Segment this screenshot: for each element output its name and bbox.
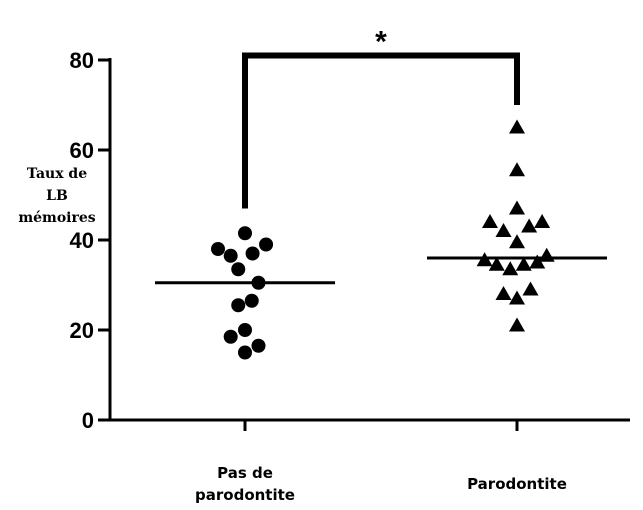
y-tick-label: 60 (70, 138, 94, 163)
mean-lines (155, 256, 607, 285)
data-point-triangle (515, 256, 532, 271)
y-tick-label: 40 (70, 228, 94, 253)
data-point-circle (231, 298, 246, 313)
y-axis-label: Taux de LB mémoires (18, 166, 95, 226)
significance-label: * (375, 26, 387, 59)
data-point-circle (223, 248, 238, 263)
data-point-circle (238, 345, 252, 360)
data-point-triangle (509, 200, 525, 215)
y-tick-label: 80 (70, 48, 94, 73)
data-point-triangle (509, 162, 525, 177)
data-point-circle (251, 338, 266, 353)
x-category-label: Pas de (217, 464, 273, 482)
data-point-triangle (495, 223, 512, 237)
data-point-circle (211, 242, 225, 256)
data-point-triangle (482, 214, 498, 228)
axes (108, 58, 630, 422)
data-point-circle (238, 323, 252, 337)
x-category-label: Parodontite (467, 475, 567, 493)
x-category-labels: Pas de parodontite Parodontite (195, 420, 567, 504)
significance-bracket-line (242, 52, 520, 209)
data-point-triangle (534, 214, 551, 228)
significance-bracket: * (242, 26, 520, 209)
data-point-triangle (509, 234, 525, 249)
data-point-triangle (509, 119, 525, 134)
data-point-triangle (522, 281, 539, 296)
data-point-triangle (521, 218, 538, 233)
y-axis-label-line: mémoires (18, 210, 95, 226)
data-point-triangle (529, 254, 546, 269)
data-point-circle (231, 262, 246, 277)
x-category-label: parodontite (195, 486, 295, 504)
data-point-triangle (502, 261, 519, 276)
data-point-circle (238, 226, 252, 241)
data-point-triangle (488, 256, 505, 271)
data-point-circle (223, 329, 238, 344)
data-point-triangle (509, 317, 525, 332)
y-tick-label: 20 (70, 318, 94, 343)
y-axis-label-line: LB (46, 188, 68, 204)
y-axis-label-line: Taux de (27, 166, 87, 182)
data-point-triangle (495, 286, 512, 300)
data-point-circle (245, 246, 260, 261)
data-point-triangle (538, 247, 555, 262)
y-ticks: 0 20 40 60 80 (70, 48, 110, 433)
data-point-circle (244, 293, 259, 308)
data-point-circle (259, 237, 274, 252)
y-tick-label: 0 (82, 408, 94, 433)
data-points (211, 119, 555, 360)
data-point-triangle (509, 290, 525, 305)
